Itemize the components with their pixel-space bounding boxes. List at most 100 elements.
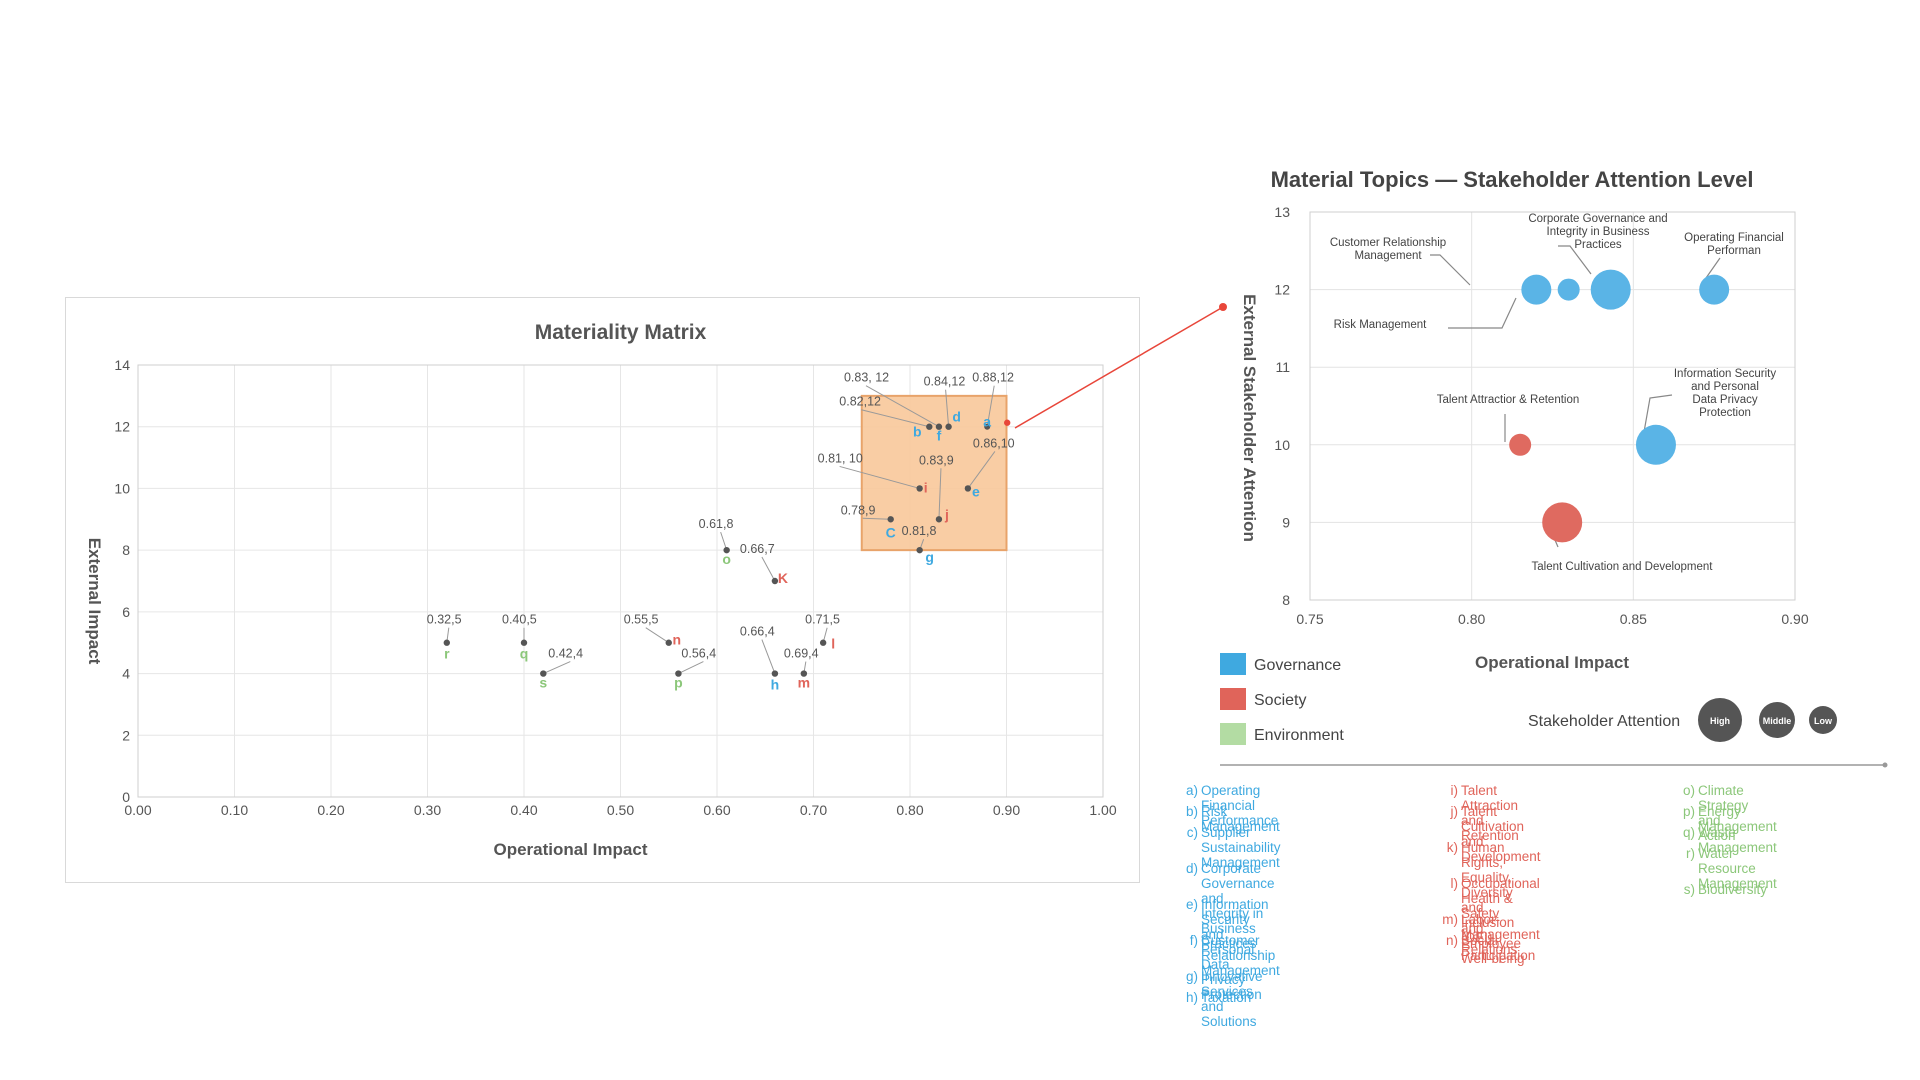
bubble-label-line: Talent Cultivation and Development	[1532, 561, 1714, 573]
bubble-label: Operating Financial Performan	[1684, 232, 1784, 257]
topic-text: Social Participation	[1461, 933, 1535, 963]
topic-text: Supplier Sustainability Management	[1201, 825, 1281, 870]
topic-text-line: Taxation	[1201, 990, 1252, 1005]
bubble-label-line: Protection	[1699, 407, 1751, 419]
topic-item: l) Occupational Health & Safety and Employ…	[1438, 876, 1540, 966]
point-value-label: 0.86,10	[973, 436, 1015, 450]
x-tick-label: 0.50	[607, 802, 634, 818]
chart-title: Material Topics — Stakeholder Attention …	[1271, 167, 1754, 192]
x-tick-label: 0.80	[896, 802, 923, 818]
leader-line	[1705, 257, 1721, 279]
point-value-label: 0.71,5	[805, 613, 840, 627]
divider-dot	[1882, 762, 1888, 768]
leader-line	[761, 556, 776, 582]
y-tick-label: 0	[122, 789, 130, 805]
point-letter: b	[913, 424, 922, 440]
topic-key: a)	[1185, 783, 1198, 798]
leader-line	[861, 409, 930, 428]
topic-item: b) Risk Management	[1178, 804, 1280, 834]
data-point	[675, 670, 682, 677]
point-value-label: 0.81, 10	[818, 451, 863, 465]
topic-text-line: Data Privacy Protection	[1201, 957, 1262, 1002]
bubble-label: Customer Relationship Management	[1330, 237, 1446, 262]
y-tick-label: 14	[114, 357, 130, 373]
leader-line	[1448, 297, 1517, 329]
data-point	[800, 670, 808, 677]
leader-line	[645, 627, 670, 644]
data-point	[771, 670, 779, 677]
y-tick-label: 10	[114, 480, 130, 496]
x-axis-label: Operational Impact	[494, 840, 648, 859]
y-tick-label: 10	[1274, 437, 1290, 453]
bubble-governance	[1521, 274, 1552, 305]
data-point	[520, 639, 528, 646]
topic-text: Risk Management	[1201, 804, 1280, 834]
y-tick-label: 4	[122, 666, 130, 682]
topic-text-line: Customer Relationship	[1201, 933, 1276, 963]
leader-line	[865, 385, 940, 428]
topic-text: Taxation	[1201, 990, 1251, 1005]
point-value-label: 0.81,8	[902, 524, 937, 538]
data-point	[935, 516, 943, 523]
bubble-society	[1542, 502, 1583, 543]
topic-key: j)	[1450, 804, 1459, 819]
x-tick-label: 0.90	[993, 802, 1020, 818]
data-point	[665, 639, 672, 646]
bubble-label: Talent Attractior & Retention	[1437, 394, 1580, 406]
size-legend-high	[1698, 698, 1742, 742]
topic-key: d)	[1185, 861, 1198, 876]
topic-text-line: Labor-Management Relations	[1461, 912, 1540, 957]
bubble-label-line: Corporate Governance and	[1528, 213, 1667, 225]
size-legend-label: Middle	[1763, 716, 1792, 726]
point-value-label: 0.83,9	[919, 453, 954, 467]
topic-text: Information Security and Personal Data Pr…	[1201, 897, 1269, 1002]
y-tick-label: 8	[1282, 592, 1290, 608]
legend-swatch-environment	[1220, 723, 1246, 745]
x-tick-label: 0.70	[800, 802, 827, 818]
point-letter: h	[771, 677, 780, 693]
topic-text: Innovative Services and Solutions	[1201, 969, 1263, 1029]
x-tick-label: 0.30	[414, 802, 441, 818]
point-value-label: 0.69,4	[784, 647, 819, 661]
point-letter: n	[672, 632, 681, 648]
data-point	[964, 485, 972, 492]
topic-item: o) Climate Strategy and Action	[1675, 783, 1748, 843]
point-value-label: 0.32,5	[427, 613, 462, 627]
topic-text: Corporate Governance and Integrity in Bus…	[1201, 861, 1275, 951]
x-tick-label: 0.10	[221, 802, 248, 818]
y-tick-label: 9	[1282, 514, 1290, 530]
point-letter: a	[983, 414, 991, 430]
topic-text-line: Water Resource	[1698, 846, 1756, 876]
x-tick-label: 0.20	[317, 802, 344, 818]
topic-text: Energy Management	[1698, 804, 1777, 834]
size-legend-low	[1809, 706, 1837, 734]
leader-line	[938, 468, 942, 520]
y-tick-label: 12	[114, 419, 130, 435]
leader-line	[967, 451, 996, 489]
bubble-label-line: Talent Attractior & Retention	[1437, 394, 1580, 406]
y-tick-label: 2	[122, 727, 130, 743]
topic-item: r) Water Resource Management	[1675, 846, 1777, 891]
legend-label-environment: Environment	[1254, 727, 1344, 744]
point-letter: i	[924, 479, 928, 495]
data-point	[916, 546, 923, 554]
data-point	[540, 670, 547, 677]
topic-key: o)	[1682, 783, 1695, 798]
bubble-label: Information Security and Personal Data Pri…	[1674, 368, 1777, 419]
topic-text-line: Waste Management	[1698, 825, 1777, 855]
topic-item: k) Human Rights, Equality, Diversity and I…	[1438, 840, 1515, 945]
topic-item: j) Talent Cultivation and Development	[1438, 804, 1541, 864]
x-axis-label: Operational Impact	[1475, 653, 1629, 672]
topic-text-line: Management	[1201, 963, 1280, 978]
topic-key: n)	[1445, 933, 1458, 948]
data-point	[771, 577, 779, 585]
y-axis-label: External Impact	[85, 538, 104, 665]
leader-line	[986, 385, 995, 427]
x-tick-label: 0.40	[510, 802, 537, 818]
topic-key: q)	[1682, 825, 1695, 840]
leader-line	[678, 661, 704, 675]
point-letter: l	[831, 636, 835, 652]
topic-key: k)	[1446, 840, 1458, 855]
bubble-label-line: Data Privacy	[1692, 394, 1757, 406]
topic-text: Climate Strategy and Action	[1698, 783, 1748, 843]
